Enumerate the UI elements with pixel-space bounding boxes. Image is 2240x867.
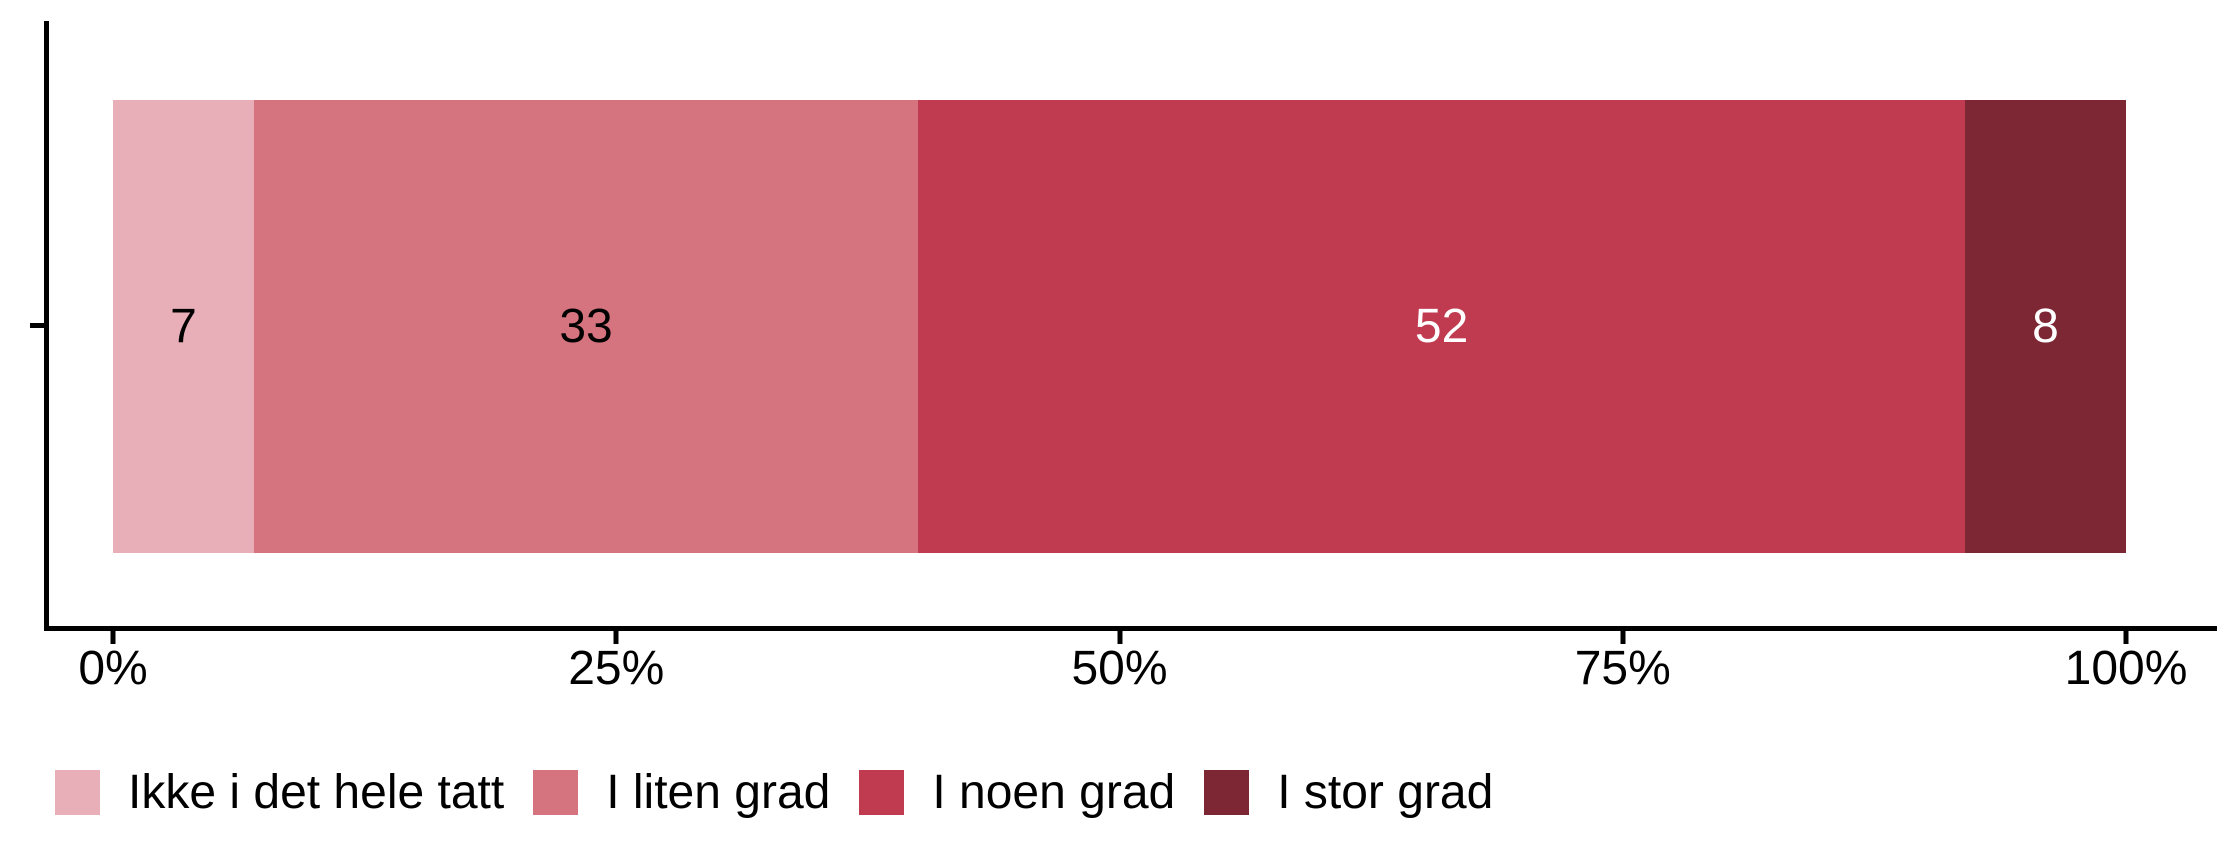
x-axis-tick-label: 25% [568, 642, 665, 695]
x-axis-tick [1117, 631, 1122, 644]
bar-segment-value-label: 7 [170, 299, 197, 353]
x-axis-tick-label: 50% [1071, 642, 1168, 695]
bar-segment: 52 [918, 100, 1965, 553]
y-axis-line [44, 21, 49, 631]
y-axis-tick [30, 323, 44, 328]
legend-item: I noen grad [859, 766, 1176, 819]
legend-label: Ikke i det hele tatt [128, 766, 505, 819]
bar-segment: 7 [113, 100, 254, 553]
x-axis-tick [613, 631, 619, 644]
bar-segment-value-label: 52 [1414, 299, 1469, 353]
legend-label: I stor grad [1277, 766, 1494, 819]
legend-swatch [533, 770, 579, 815]
x-axis-tick [2123, 631, 2129, 644]
bar-segment-value-label: 8 [2032, 299, 2059, 353]
legend-label: I liten grad [606, 766, 831, 819]
bar-segment: 8 [1964, 100, 2127, 553]
legend: Ikke i det hele tatt I liten grad I noen g… [55, 766, 1494, 819]
bar-segment: 33 [253, 100, 919, 553]
legend-item: Ikke i det hele tatt [55, 766, 505, 819]
x-axis-tick-label: 75% [1574, 642, 1671, 695]
legend-label: I noen grad [932, 766, 1176, 819]
x-axis-line [44, 626, 2217, 631]
legend-swatch [1204, 770, 1250, 815]
legend-item: I liten grad [533, 766, 831, 819]
legend-item: I stor grad [1204, 766, 1494, 819]
legend-swatch [55, 770, 100, 815]
bar-segment-value-label: 33 [559, 299, 613, 353]
bar-track: 7 33 52 8 [113, 100, 2127, 553]
x-axis-tick-label: 100% [2064, 642, 2188, 695]
x-axis-tick [110, 631, 116, 644]
x-axis-tick-label: 0% [78, 642, 148, 695]
x-axis-tick [1620, 631, 1626, 644]
legend-swatch [859, 770, 905, 815]
